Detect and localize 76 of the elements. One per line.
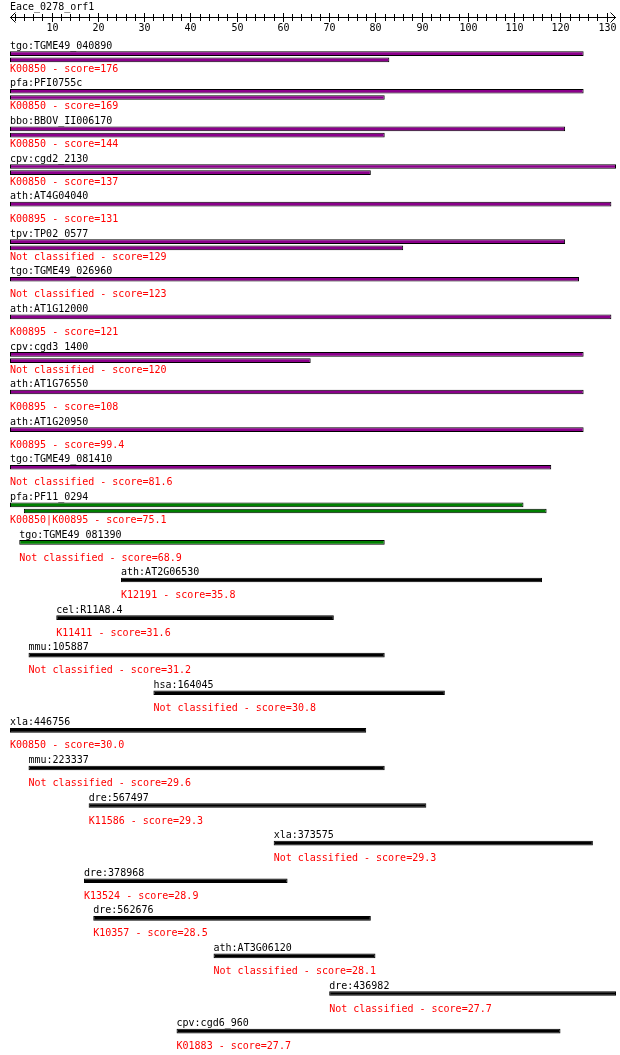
x-tick-label: 30 — [138, 22, 151, 33]
annotation: Not classified - score=29.6 — [28, 777, 192, 789]
annotation: K00895 - score=108 — [10, 401, 119, 413]
y-tick-label: tgo:TGME49_081410 — [10, 453, 113, 466]
x-tick-label: 90 — [416, 22, 429, 33]
annotation: Not classified - score=68.9 — [19, 551, 182, 563]
x-tick-label: 40 — [184, 22, 197, 33]
y-tick-label: tgo:TGME49_026960 — [10, 265, 113, 278]
x-tick-label: 120 — [551, 22, 570, 33]
y-tick-label: pfa:PF11_0294 — [10, 490, 89, 503]
x-tick-label: 100 — [459, 22, 478, 33]
x-tick-label: 80 — [369, 22, 382, 33]
bar — [88, 803, 427, 808]
y-tick-label: ath:AT1G76550 — [10, 378, 89, 390]
y-tick-label: ath:AT4G04040 — [10, 190, 89, 202]
bar — [329, 991, 616, 996]
annotation: Not classified - score=81.6 — [10, 476, 173, 488]
y-tick-label: mmu:105887 — [28, 641, 89, 653]
y-tick-label: bbo:BBOV_II006170 — [10, 114, 113, 127]
annotation: K00850 - score=137 — [10, 175, 119, 187]
bar — [84, 878, 288, 884]
annotation: K00850|K00895 - score=75.1 — [10, 513, 167, 526]
y-tick-label: ath:AT1G12000 — [10, 302, 89, 314]
annotation: Not classified - score=30.8 — [153, 701, 316, 713]
y-tick-label: cpv:cgd3_1400 — [10, 340, 89, 353]
annotation: K00895 - score=99.4 — [10, 438, 125, 450]
x-tick-label: 50 — [231, 22, 244, 33]
x-tick-label: 70 — [323, 22, 336, 33]
annotation: K00850 - score=169 — [10, 100, 119, 112]
chart-title: Eace_0278_orf1 — [10, 1, 95, 13]
annotation: K00850 - score=176 — [10, 62, 119, 74]
annotation: K00850 - score=30.0 — [10, 739, 125, 751]
bar — [10, 728, 367, 733]
annotation: Not classified - score=27.7 — [329, 1002, 492, 1014]
y-tick-label: tgo:TGME49_040890 — [10, 39, 113, 52]
y-tick-label: cpv:cgd2_2130 — [10, 152, 89, 165]
y-tick-label: dre:567497 — [88, 791, 149, 803]
y-tick-label: dre:562676 — [93, 904, 154, 916]
x-tick-label: 20 — [92, 22, 105, 33]
annotation: Not classified - score=31.2 — [28, 664, 192, 676]
bar — [28, 652, 385, 658]
y-tick-label: xla:373575 — [273, 829, 334, 841]
x-tick-label: 130 — [598, 22, 617, 33]
x-tick-label: 60 — [277, 22, 290, 33]
y-tick-label: pfa:PFI0755c — [10, 77, 83, 89]
annotation: K00850 - score=144 — [10, 137, 119, 149]
annotation: K00895 - score=121 — [10, 325, 119, 337]
annotation: K10357 - score=28.5 — [93, 927, 208, 939]
y-tick-label: xla:446756 — [10, 716, 71, 728]
y-tick-label: mmu:223337 — [28, 754, 89, 766]
y-tick-label: ath:AT1G20950 — [10, 415, 89, 427]
annotation: Not classified - score=120 — [10, 363, 167, 375]
y-tick-label: dre:378968 — [84, 866, 145, 878]
y-tick-label: ath:AT3G06120 — [213, 942, 292, 954]
y-tick-label: dre:436982 — [329, 979, 390, 991]
y-tick-label: tgo:TGME49_081390 — [19, 528, 122, 541]
annotation: K12191 - score=35.8 — [121, 589, 236, 601]
bar — [56, 615, 334, 620]
y-tick-label: hsa:164045 — [153, 678, 214, 690]
y-tick-label: tpv:TP02_0577 — [10, 227, 89, 240]
annotation: Not classified - score=123 — [10, 288, 167, 300]
y-tick-label: cpv:cgd6_960 — [176, 1017, 249, 1030]
y-tick-label: ath:AT2G06530 — [121, 566, 200, 578]
x-tick-label: 10 — [46, 22, 59, 33]
annotation: Not classified - score=28.1 — [213, 965, 377, 977]
annotation: K13524 - score=28.9 — [84, 889, 199, 901]
annotation: Not classified - score=29.3 — [273, 852, 437, 864]
annotation: Not classified - score=129 — [10, 250, 167, 262]
annotation: K11586 - score=29.3 — [88, 814, 204, 826]
annotation: K00895 - score=131 — [10, 213, 119, 225]
y-tick-label: cel:R11A8.4 — [56, 603, 123, 615]
bar — [93, 916, 371, 921]
annotation: K01883 - score=27.7 — [176, 1040, 291, 1052]
annotation: K11411 - score=31.6 — [56, 626, 171, 638]
x-tick-label: 110 — [505, 22, 524, 33]
bar — [153, 690, 445, 696]
